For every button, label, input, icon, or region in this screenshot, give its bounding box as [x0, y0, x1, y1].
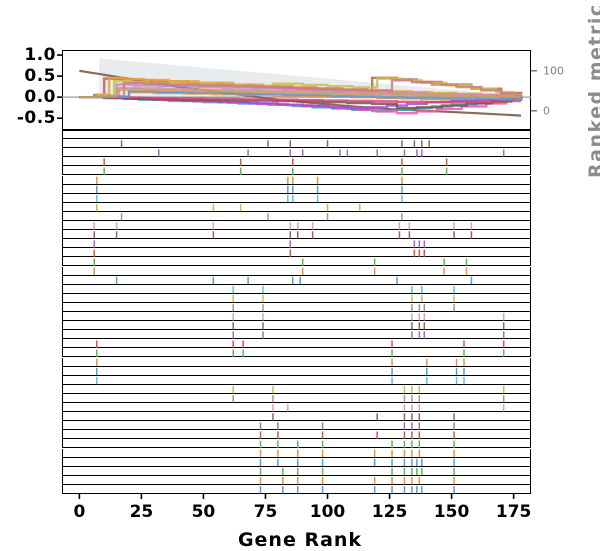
enrichment-curve: [79, 79, 523, 99]
gene-set-hit-band: [62, 293, 531, 303]
x-tick-label: 150: [433, 502, 470, 522]
gene-set-hit-band: [62, 211, 531, 221]
x-tick-label: 50: [191, 502, 216, 522]
gene-set-hit-band: [62, 202, 531, 212]
enrichment-curve: [79, 90, 523, 101]
gene-set-hit-band: [62, 302, 531, 312]
gene-set-hit-band: [62, 184, 531, 194]
gene-set-hit-band: [62, 266, 531, 276]
gene-set-hit-band: [62, 466, 531, 476]
gene-set-hit-band: [62, 339, 531, 349]
gene-set-hit-band: [62, 430, 531, 440]
gene-set-hit-band: [62, 139, 531, 149]
gene-set-hit-band: [62, 448, 531, 458]
gene-set-hit-band: [62, 321, 531, 331]
gene-set-hit-band: [62, 330, 531, 340]
right-axis-title: Ranked metric: [585, 3, 600, 178]
gene-set-hit-band: [62, 384, 531, 394]
y-tick-label: -0.5: [16, 108, 56, 129]
x-tick-label: 175: [495, 502, 532, 522]
gene-set-hit-band: [62, 348, 531, 358]
gene-set-hit-band: [62, 457, 531, 467]
gene-set-hit-band: [62, 257, 531, 267]
gene-set-hit-band: [62, 130, 531, 140]
x-tick-label: 100: [309, 502, 346, 522]
y-tick-label: 0.5: [24, 66, 56, 87]
gene-set-hit-band: [62, 230, 531, 240]
gene-set-hit-band: [62, 357, 531, 367]
gene-set-hit-band: [62, 421, 531, 431]
gene-set-hit-band: [62, 248, 531, 258]
right-tick-label: 0: [543, 104, 550, 118]
gene-set-hit-band: [62, 375, 531, 385]
enrichment-score-panel: [62, 50, 531, 130]
gene-set-hit-band: [62, 393, 531, 403]
gene-set-hit-band: [62, 312, 531, 322]
gene-set-hit-band: [62, 193, 531, 203]
gene-set-hit-band: [62, 239, 531, 249]
x-tick-label: 125: [371, 502, 408, 522]
gene-set-hit-band: [62, 157, 531, 167]
gene-set-hit-band: [62, 403, 531, 413]
gene-set-hit-band: [62, 166, 531, 176]
x-axis-title: Gene Rank: [237, 529, 363, 551]
gene-set-hit-band: [62, 412, 531, 422]
y-tick-label: 1.0: [24, 45, 56, 66]
gene-set-hit-band: [62, 475, 531, 485]
x-tick-label: 75: [253, 502, 278, 522]
y-tick-label: 0.0: [24, 87, 56, 108]
gene-set-hit-band: [62, 221, 531, 231]
gene-set-hit-band: [62, 284, 531, 294]
enrichment-curve: [79, 88, 522, 99]
gene-set-hit-band: [62, 275, 531, 285]
gene-set-hit-band: [62, 366, 531, 376]
gene-set-hit-band: [62, 148, 531, 158]
right-tick-label: 100: [543, 64, 564, 78]
enrichment-envelope: [99, 58, 522, 98]
gene-set-hit-band: [62, 175, 531, 185]
gene-set-hit-band: [62, 484, 531, 494]
x-tick-label: 25: [129, 502, 154, 522]
x-tick-label: 0: [73, 502, 86, 522]
enrichment-curve: [79, 95, 523, 104]
gene-set-hit-band: [62, 439, 531, 449]
